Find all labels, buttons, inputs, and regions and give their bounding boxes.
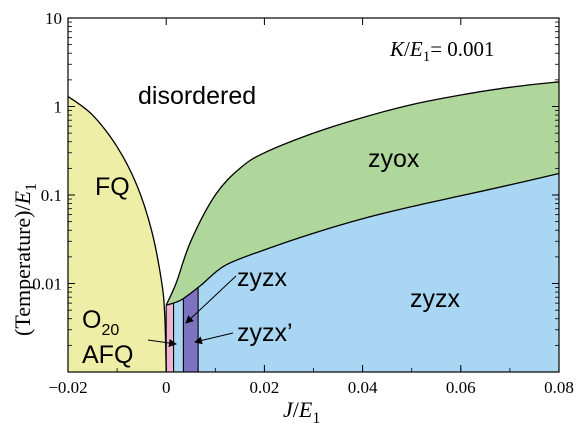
arrow-o20-afq bbox=[147, 339, 177, 347]
y-title-e: E bbox=[10, 190, 35, 205]
label-disordered: disordered bbox=[138, 82, 256, 110]
region-zyzx bbox=[166, 173, 559, 372]
x-tick-label: −0.02 bbox=[48, 378, 87, 397]
label-afq: AFQ bbox=[82, 341, 133, 369]
annot-e: E bbox=[409, 37, 423, 61]
annot-k: K bbox=[389, 37, 405, 61]
annot-value: = 0.001 bbox=[430, 37, 494, 61]
region-o20-afq bbox=[166, 302, 174, 372]
x-title-sub: 1 bbox=[312, 410, 320, 427]
boundary-fq-disordered bbox=[68, 95, 167, 372]
y-tick-label: 0.1 bbox=[41, 186, 62, 205]
x-tick-label: 0 bbox=[162, 378, 171, 397]
y-title-sub: 1 bbox=[23, 183, 40, 191]
x-tick-label: 0.04 bbox=[348, 378, 378, 397]
label-o20: O20 bbox=[82, 306, 119, 339]
x-title-e: E bbox=[298, 397, 313, 422]
annot-sub: 1 bbox=[423, 49, 431, 65]
label-o20-sub: 20 bbox=[101, 322, 119, 339]
x-tick-label: 0.02 bbox=[250, 378, 280, 397]
label-o20-main: O bbox=[82, 306, 101, 334]
x-axis-ticks: −0.02 0 0.02 0.04 0.06 0.08 bbox=[48, 18, 574, 397]
x-tick-label: 0.06 bbox=[446, 378, 476, 397]
label-fq: FQ bbox=[95, 173, 130, 201]
label-zyox: zyox bbox=[368, 145, 420, 173]
y-axis-title: (Temperature)/E1 bbox=[10, 183, 40, 336]
x-tick-label: 0.08 bbox=[544, 378, 574, 397]
boundary-zyzx-zyox bbox=[166, 172, 559, 306]
arrow-zyzx-prime bbox=[194, 332, 234, 345]
regions-layer bbox=[68, 81, 559, 372]
arrow-zyzx bbox=[185, 275, 237, 324]
label-zyzx-arrow: zyzx bbox=[237, 264, 288, 292]
parameter-annotation: K/E1= 0.001 bbox=[389, 37, 495, 65]
boundary-zyox-disordered bbox=[165, 81, 559, 306]
y-title-pre: (Temperature)/ bbox=[10, 204, 35, 336]
label-zyzx-prime: zyzx’ bbox=[237, 319, 293, 347]
y-tick-label: 0.01 bbox=[32, 275, 62, 294]
y-tick-label: 10 bbox=[45, 9, 62, 28]
x-title-j: J bbox=[283, 397, 294, 422]
annot-slash: / bbox=[404, 37, 410, 61]
region-fq bbox=[68, 96, 167, 372]
region-zyzx-prime bbox=[183, 287, 199, 372]
y-axis-ticks: 0.01 0.1 1 10 bbox=[32, 9, 559, 346]
x-axis-title: J/E1 bbox=[283, 397, 320, 427]
x-title-slash: / bbox=[293, 397, 300, 422]
y-tick-label: 1 bbox=[54, 98, 63, 117]
label-zyzx-main: zyzx bbox=[410, 285, 461, 313]
